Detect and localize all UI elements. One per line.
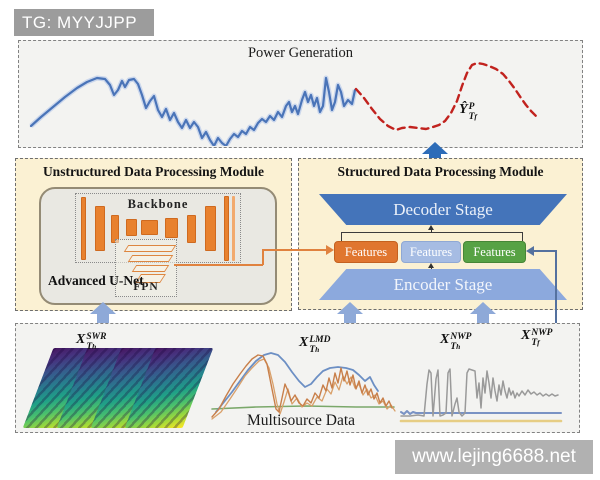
structured-module: Structured Data Processing Module Decode…	[298, 158, 583, 310]
multisource-data-caption: Multisource Data	[246, 412, 356, 429]
url-watermark-text: www.lejing6688.net	[412, 446, 576, 467]
lmd-tan-line	[211, 358, 396, 420]
unet-bar	[224, 196, 229, 261]
forecast-line	[354, 61, 538, 132]
unet-bar	[126, 219, 137, 236]
backbone-label: Backbone	[127, 197, 189, 211]
unstructured-module-title: Unstructured Data Processing Module	[42, 164, 265, 179]
lmd-green-baseline	[211, 405, 395, 410]
feature-box-unstructured: Features	[334, 241, 398, 263]
swr-input-label: X SWR Th	[76, 332, 107, 352]
arrow-head-icon	[326, 245, 334, 255]
arrow-head-icon	[422, 142, 448, 154]
arrow-head-icon	[90, 302, 116, 314]
unet-to-features-connector-top	[262, 249, 326, 251]
lmd-input-label: X LMD Th	[299, 335, 331, 355]
power-generation-chart	[29, 61, 538, 146]
advanced-unet-label: Advanced U-Net	[48, 273, 144, 288]
arrow-head-icon	[428, 263, 434, 268]
features-bracket	[341, 232, 523, 241]
fpn-level	[123, 245, 177, 252]
decoder-stage: Decoder Stage	[319, 194, 567, 225]
unet-bar	[141, 220, 158, 235]
feature-box-nwp: Features	[463, 241, 526, 263]
forecast-output-label: Ŷ P Tf	[459, 102, 477, 122]
arrow-head-icon	[428, 225, 434, 230]
decoder-stage-label: Decoder Stage	[393, 199, 493, 219]
power-generation-panel: Power Generation Ŷ P Tf	[18, 40, 583, 148]
nwp-forecast-connector-v	[555, 250, 557, 336]
arrow-head-icon	[470, 302, 496, 314]
unet-bar	[95, 206, 105, 251]
nwp-forecast-connector-h	[533, 250, 556, 252]
nwp-history-label: X NWP Th	[440, 332, 472, 352]
lmd-blue-dome	[215, 352, 379, 413]
tg-watermark-banner: TG: MYYJJPP	[14, 9, 154, 36]
unet-bar	[81, 197, 86, 260]
advanced-unet-box: Backbone FPN Advanced U-Net	[39, 187, 277, 305]
unet-bar	[205, 206, 216, 251]
nwp-gray-line	[400, 368, 559, 417]
multisource-data-panel: X SWR Th X LMD Th X NWP Th X NWP Tf Multisource …	[15, 323, 580, 433]
structured-module-title: Structured Data Processing Module	[337, 164, 544, 179]
unet-bar	[232, 196, 235, 261]
fpn-level	[127, 255, 174, 262]
lmd-orange-line	[211, 354, 393, 418]
unstructured-module: Unstructured Data Processing Module Back…	[15, 158, 292, 311]
unet-bar	[165, 218, 178, 238]
power-generation-title: Power Generation	[247, 45, 354, 61]
unet-layer-bars	[41, 189, 275, 303]
tg-watermark-text: TG: MYYJJPP	[22, 12, 138, 32]
fpn-box: FPN	[115, 239, 177, 297]
unet-bar	[187, 215, 196, 243]
fpn-level	[131, 265, 170, 272]
arrow-features-to-decoder	[431, 229, 433, 233]
url-watermark-banner: www.lejing6688.net	[395, 440, 593, 474]
arrow-head-icon	[337, 302, 363, 314]
arrow-head-icon	[526, 246, 534, 256]
arrow-encoder-to-features	[431, 266, 433, 270]
history-line	[29, 76, 357, 146]
unet-to-features-connector-low	[174, 264, 263, 266]
encoder-stage: Encoder Stage	[319, 269, 567, 300]
unet-to-features-connector-riser	[262, 249, 264, 265]
encoder-stage-label: Encoder Stage	[393, 274, 493, 294]
nwp-forecast-label: X NWP Tf	[521, 328, 553, 348]
features-row: Features Features Features	[299, 241, 582, 263]
feature-box-structured: Features	[401, 241, 461, 263]
fpn-label: FPN	[133, 281, 159, 293]
multisource-charts	[211, 352, 563, 423]
